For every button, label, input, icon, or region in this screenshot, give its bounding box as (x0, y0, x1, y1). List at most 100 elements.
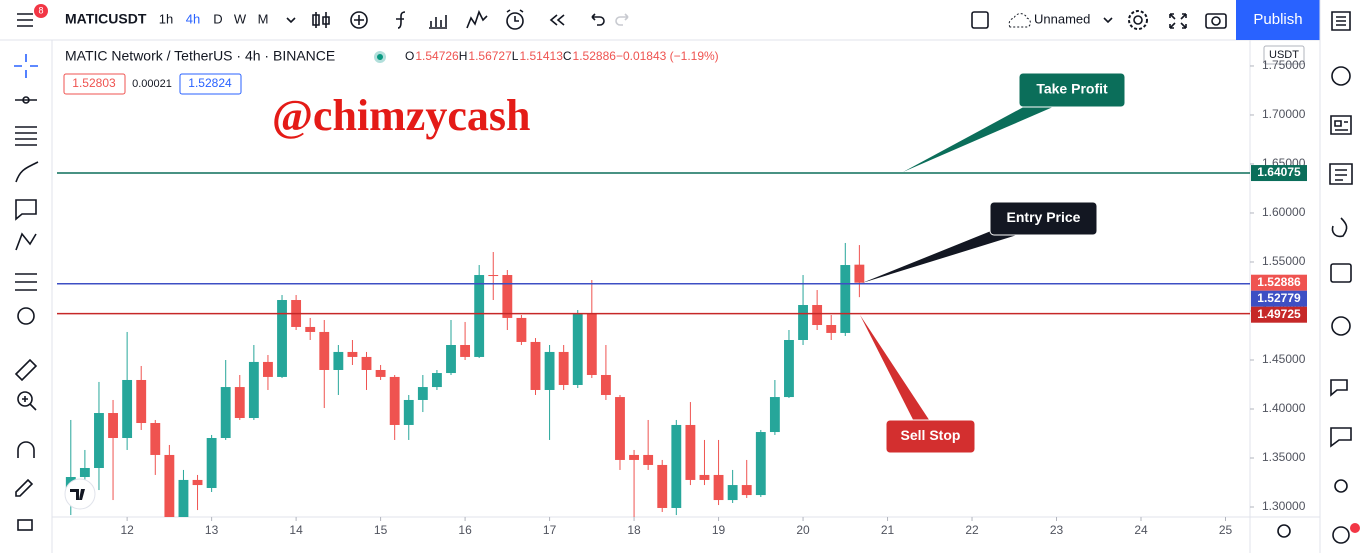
layout-dropdown[interactable] (1103, 17, 1113, 24)
expand-icon[interactable] (1169, 13, 1187, 29)
line-tool[interactable] (15, 96, 37, 104)
crosshair-tool[interactable] (14, 54, 38, 78)
candle-body (431, 373, 442, 388)
x-tick-label: 25 (1219, 523, 1233, 537)
candle-body (403, 399, 414, 425)
candle-body (108, 413, 118, 439)
callout-pointer (860, 315, 938, 441)
help-dot (1350, 523, 1360, 533)
interval-button[interactable]: 1h (159, 11, 173, 26)
symbol[interactable]: MATICUSDT (65, 11, 147, 27)
candle-body (826, 325, 837, 333)
ohlc-key: O (405, 49, 414, 63)
candle-body (685, 424, 696, 480)
x-tick-label: 16 (458, 523, 472, 537)
interval-button[interactable]: 4h (186, 11, 200, 26)
candle-body (572, 314, 583, 385)
layout-name[interactable]: Unnamed (1034, 11, 1090, 26)
lock-draw-tool[interactable] (15, 478, 34, 497)
y-tick-label: 1.30000 (1262, 499, 1306, 513)
text-tool[interactable] (15, 199, 37, 221)
calendar-icon[interactable] (1330, 263, 1352, 283)
interval-button[interactable]: M (258, 11, 269, 26)
x-tick-label: 18 (627, 523, 641, 537)
interval-button[interactable]: W (234, 11, 247, 26)
sidebar-icons (1329, 11, 1360, 544)
settings-icon[interactable] (1133, 15, 1143, 25)
axis-settings[interactable] (1277, 524, 1291, 538)
x-tick-label: 21 (881, 523, 895, 537)
brush-tool[interactable] (15, 161, 39, 183)
news-icon[interactable] (1330, 115, 1352, 135)
price-label: 1.49725 (1257, 307, 1301, 321)
candle-body (248, 361, 259, 419)
candle-body (798, 305, 808, 340)
watchlist-icon[interactable] (1331, 11, 1351, 31)
candle-body (671, 424, 682, 508)
zoom-tool[interactable] (17, 391, 33, 407)
x-tick-label: 23 (1050, 523, 1064, 537)
prediction-tool[interactable] (15, 273, 37, 291)
candle-body (474, 275, 485, 357)
hotlist-icon[interactable] (1331, 217, 1348, 238)
fullscreen-select[interactable] (971, 11, 989, 29)
toolbar-icons (312, 9, 1227, 30)
callout-box (885, 419, 976, 454)
lock-tool[interactable] (17, 519, 33, 531)
alerts-icon[interactable] (1331, 66, 1351, 86)
currency-box[interactable] (1263, 45, 1305, 65)
undo-icon[interactable] (591, 13, 605, 26)
menu-button[interactable]: 8 (17, 4, 48, 27)
candle-body (699, 474, 710, 480)
x-tick-label: 14 (289, 523, 303, 537)
alert-hands (506, 9, 524, 22)
interval-button[interactable]: D (213, 11, 222, 26)
pattern-tool[interactable] (15, 232, 37, 251)
fib-tool[interactable] (15, 126, 37, 146)
candle-body (122, 379, 133, 439)
chart-type-icon[interactable] (312, 12, 330, 28)
cloud-icon (1008, 13, 1031, 28)
candle-body (417, 387, 428, 400)
fx-icon[interactable] (396, 11, 406, 29)
indicator-icon[interactable] (350, 11, 368, 29)
financials-icon[interactable] (429, 15, 447, 29)
chat-icon[interactable] (1330, 379, 1348, 397)
redo-icon[interactable] (615, 13, 629, 26)
ohlc-value: 1.51413 (519, 49, 563, 63)
callout-box (1018, 72, 1126, 108)
ohlc-value: 1.56727 (468, 49, 512, 63)
tv-logo-mark (70, 489, 85, 500)
notes-icon[interactable] (1329, 163, 1353, 185)
price-label-box (1251, 274, 1307, 291)
ideas-icon[interactable] (1331, 316, 1351, 336)
candle-body (263, 361, 273, 377)
help-icon[interactable] (1332, 526, 1350, 544)
ask-box[interactable] (179, 73, 242, 95)
publish-button[interactable] (1236, 0, 1320, 40)
messages-icon[interactable] (1330, 427, 1352, 448)
ohlc-value: 1.52886 (573, 49, 617, 63)
y-tick-label: 1.75000 (1262, 58, 1306, 72)
emoji-tool[interactable] (17, 307, 35, 325)
ohlc-change: −0.01843 (−1.19%) (616, 49, 719, 63)
magnet-tool[interactable] (17, 441, 35, 458)
watermark: @chimzycash (272, 91, 530, 140)
replay-icon[interactable] (549, 14, 565, 26)
snapshot-icon[interactable] (1205, 13, 1227, 29)
ruler-tool[interactable] (14, 358, 38, 382)
settings-gear (1128, 10, 1148, 30)
candle-body (192, 479, 203, 486)
drawing-tools (14, 54, 39, 531)
tv-logo[interactable] (64, 478, 96, 510)
candle-body (220, 387, 231, 439)
templates-icon[interactable] (466, 9, 488, 29)
candle-body (784, 339, 794, 398)
publish-label: Publish (1253, 11, 1302, 28)
candle-body (178, 479, 189, 517)
streams-icon[interactable] (1334, 479, 1348, 493)
bid-box[interactable] (63, 73, 126, 95)
interval-dropdown[interactable] (286, 17, 296, 24)
alert-icon[interactable] (506, 12, 524, 30)
y-tick-label: 1.40000 (1262, 401, 1306, 415)
